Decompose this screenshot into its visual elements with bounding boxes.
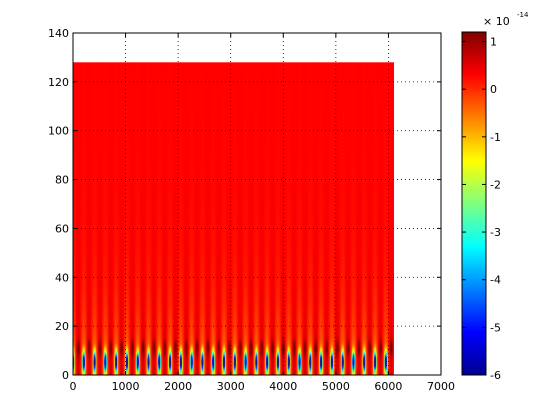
colorbar: 1 0 -1 -2 -3 -4 -5 -6 × 10 -14 <box>461 11 529 382</box>
plot-frame <box>72 32 442 376</box>
colorbar-tick-label: -1 <box>490 131 501 144</box>
colorbar-ticks: 1 0 -1 -2 -3 -4 -5 -6 <box>462 36 501 382</box>
colorbar-tick-label: -5 <box>490 321 501 334</box>
colorbar-tick-label: 1 <box>490 36 497 49</box>
colorbar-tick-label: -3 <box>490 226 501 239</box>
colorbar-exponent-label: × 10 <box>483 15 510 28</box>
y-tick-label: 40 <box>55 271 69 284</box>
grid-lines <box>73 33 441 375</box>
colorbar-tick-label: 0 <box>490 83 497 96</box>
heatmap <box>73 62 394 376</box>
x-tick-label: 1000 <box>112 380 140 393</box>
y-tick-label: 20 <box>55 320 69 333</box>
x-axis-ticks: 0 1000 2000 3000 4000 5000 6000 7000 <box>70 33 455 393</box>
main-axes: 0 1000 2000 3000 4000 5000 6000 7000 0 20 40 60 80 1… <box>48 27 455 393</box>
colorbar-frame <box>461 31 487 376</box>
x-tick-label: 3000 <box>217 380 245 393</box>
x-tick-label: 2000 <box>164 380 192 393</box>
colorbar-tick-label: -2 <box>490 178 501 191</box>
y-tick-label: 120 <box>48 76 69 89</box>
x-tick-label: 6000 <box>374 380 402 393</box>
colorbar-exponent: -14 <box>517 11 529 19</box>
colorbar-tick-label: -4 <box>490 274 501 287</box>
x-tick-label: 5000 <box>322 380 350 393</box>
x-tick-label: 7000 <box>427 380 455 393</box>
y-tick-label: 60 <box>55 222 69 235</box>
colorbar-tick-label: -6 <box>490 369 501 382</box>
x-tick-label: 0 <box>70 380 77 393</box>
colorbar-gradient <box>462 32 486 375</box>
y-tick-label: 0 <box>62 369 69 382</box>
y-tick-label: 140 <box>48 27 69 40</box>
y-axis-ticks: 0 20 40 60 80 100 120 140 <box>48 27 441 382</box>
heatmap-image <box>73 62 394 376</box>
y-tick-label: 100 <box>48 125 69 138</box>
x-tick-label: 4000 <box>269 380 297 393</box>
y-tick-label: 80 <box>55 174 69 187</box>
